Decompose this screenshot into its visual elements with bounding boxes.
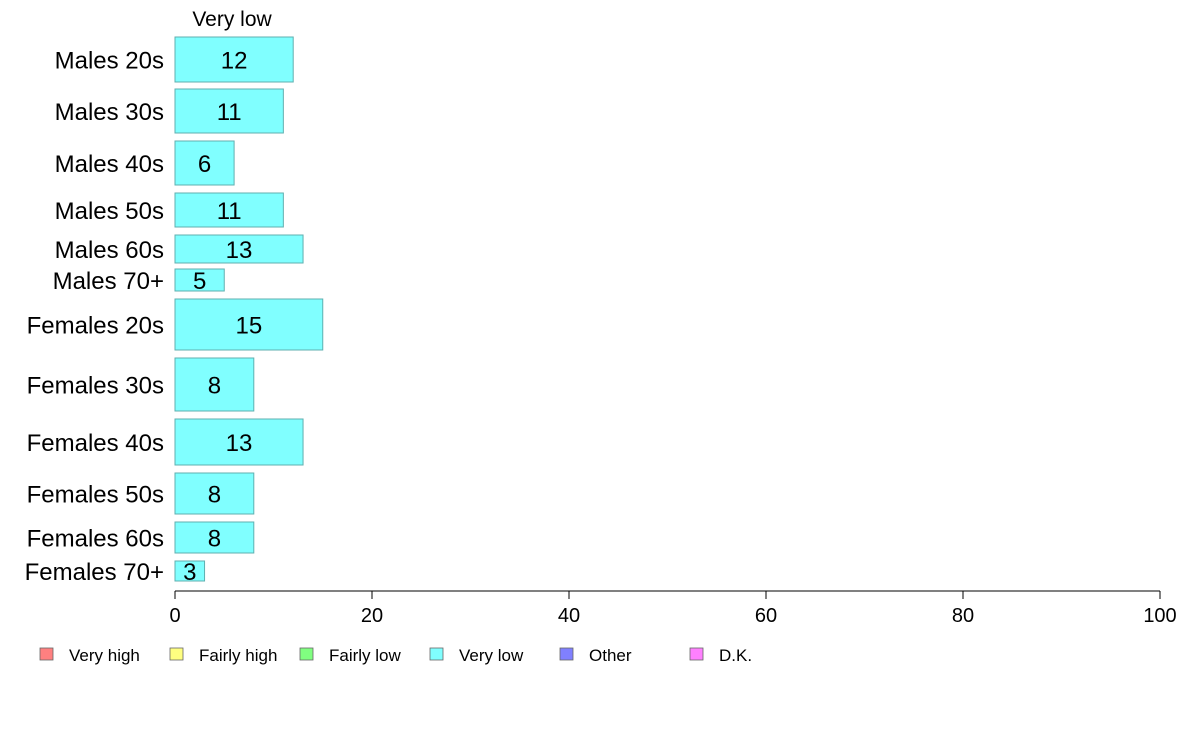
legend-swatch (429, 647, 444, 661)
category-label: Males 50s (55, 198, 164, 225)
bar (174, 36, 294, 83)
legend-swatch (559, 647, 574, 661)
x-tick-label: 80 (952, 605, 974, 627)
legend-label: Very low (459, 646, 524, 665)
legend-swatch (689, 647, 704, 661)
data-label: 3 (183, 559, 196, 586)
data-label: 11 (217, 198, 242, 225)
bar (174, 560, 206, 582)
data-label: 15 (236, 313, 263, 340)
x-tick-label: 20 (361, 605, 383, 627)
data-label: 12 (221, 48, 248, 75)
bar (174, 88, 284, 134)
category-label: Females 20s (27, 313, 164, 340)
category-label: Females 50s (27, 482, 164, 509)
bar (174, 357, 255, 412)
x-tick-label: 60 (755, 605, 777, 627)
data-label: 8 (208, 526, 221, 553)
bar (174, 140, 235, 186)
legend: Very high Fairly high Fairly low Very low Ot… (39, 646, 752, 665)
bar (174, 192, 284, 228)
legend-label: Fairly low (329, 646, 402, 665)
data-label: 6 (198, 151, 211, 178)
x-tick-label: 40 (558, 605, 580, 627)
bar (174, 418, 304, 466)
legend-label: Very high (69, 646, 140, 665)
data-label: 11 (217, 99, 242, 126)
bars: Males 20s 12 Males 30s 11 Males 40s 6 Males 50… (25, 36, 324, 586)
legend-label: Fairly high (199, 646, 277, 665)
data-label: 8 (208, 482, 221, 509)
legend-swatch (299, 647, 314, 661)
legend-swatch (169, 647, 184, 661)
legend-label: Other (589, 646, 632, 665)
category-label: Females 30s (27, 373, 164, 400)
data-label: 13 (226, 237, 253, 264)
category-label: Females 40s (27, 430, 164, 457)
legend-swatch (39, 647, 54, 661)
x-tick-label: 0 (169, 605, 180, 627)
data-label: 13 (226, 430, 253, 457)
category-label: Males 20s (55, 48, 164, 75)
x-tick-label: 100 (1143, 605, 1176, 627)
data-label: 5 (193, 268, 206, 295)
category-label: Males 70+ (53, 268, 164, 295)
category-label: Males 30s (55, 99, 164, 126)
x-axis: 0 20 40 60 80 100 (169, 590, 1177, 627)
data-label: 8 (208, 373, 221, 400)
category-label: Males 60s (55, 237, 164, 264)
category-label: Females 60s (27, 526, 164, 553)
bar (174, 268, 225, 292)
category-label: Females 70+ (25, 559, 164, 586)
column-header: Very low (192, 8, 272, 31)
bar (174, 521, 255, 554)
legend-label: D.K. (719, 646, 752, 665)
bar (174, 298, 324, 351)
bar (174, 472, 255, 515)
category-label: Males 40s (55, 151, 164, 178)
bar (174, 234, 304, 264)
